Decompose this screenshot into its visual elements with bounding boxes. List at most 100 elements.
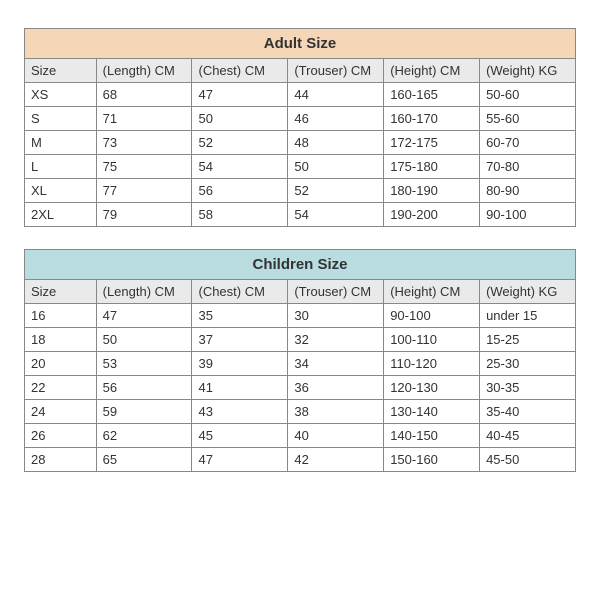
cell: 90-100 [384,304,480,328]
cell: 28 [25,448,97,472]
adult-header-row: Size (Length) CM (Chest) CM (Trouser) CM… [25,59,576,83]
cell: 46 [288,107,384,131]
cell: 36 [288,376,384,400]
table-row: 24 59 43 38 130-140 35-40 [25,400,576,424]
table-row: S 71 50 46 160-170 55-60 [25,107,576,131]
cell: 25-30 [480,352,576,376]
cell: 37 [192,328,288,352]
cell: 80-90 [480,179,576,203]
cell: 18 [25,328,97,352]
cell: S [25,107,97,131]
cell: 50 [288,155,384,179]
adult-col-trouser: (Trouser) CM [288,59,384,83]
cell: 26 [25,424,97,448]
table-row: 28 65 47 42 150-160 45-50 [25,448,576,472]
cell: 38 [288,400,384,424]
cell: 56 [192,179,288,203]
children-col-weight: (Weight) KG [480,280,576,304]
cell: 15-25 [480,328,576,352]
cell: 70-80 [480,155,576,179]
table-row: 22 56 41 36 120-130 30-35 [25,376,576,400]
adult-col-height: (Height) CM [384,59,480,83]
cell: 39 [192,352,288,376]
children-col-chest: (Chest) CM [192,280,288,304]
cell: 24 [25,400,97,424]
cell: M [25,131,97,155]
table-row: XS 68 47 44 160-165 50-60 [25,83,576,107]
table-row: 2XL 79 58 54 190-200 90-100 [25,203,576,227]
table-row: L 75 54 50 175-180 70-80 [25,155,576,179]
cell: 110-120 [384,352,480,376]
cell: 32 [288,328,384,352]
adult-table-title: Adult Size [25,29,576,59]
adult-col-size: Size [25,59,97,83]
cell: 75 [96,155,192,179]
table-row: 20 53 39 34 110-120 25-30 [25,352,576,376]
cell: 44 [288,83,384,107]
cell: 2XL [25,203,97,227]
cell: 60-70 [480,131,576,155]
cell: 30 [288,304,384,328]
cell: 42 [288,448,384,472]
cell: 73 [96,131,192,155]
cell: 45-50 [480,448,576,472]
cell: 40 [288,424,384,448]
cell: 54 [192,155,288,179]
cell: 34 [288,352,384,376]
cell: XS [25,83,97,107]
cell: 55-60 [480,107,576,131]
cell: 175-180 [384,155,480,179]
cell: 180-190 [384,179,480,203]
adult-col-chest: (Chest) CM [192,59,288,83]
cell: L [25,155,97,179]
cell: 35-40 [480,400,576,424]
cell: 47 [192,83,288,107]
table-row: 26 62 45 40 140-150 40-45 [25,424,576,448]
cell: 35 [192,304,288,328]
children-col-length: (Length) CM [96,280,192,304]
children-header-row: Size (Length) CM (Chest) CM (Trouser) CM… [25,280,576,304]
children-col-trouser: (Trouser) CM [288,280,384,304]
cell: 172-175 [384,131,480,155]
table-row: M 73 52 48 172-175 60-70 [25,131,576,155]
cell: under 15 [480,304,576,328]
cell: 62 [96,424,192,448]
cell: 56 [96,376,192,400]
cell: 100-110 [384,328,480,352]
cell: 65 [96,448,192,472]
cell: 30-35 [480,376,576,400]
cell: 79 [96,203,192,227]
children-table-title: Children Size [25,250,576,280]
cell: 16 [25,304,97,328]
cell: 53 [96,352,192,376]
cell: 41 [192,376,288,400]
cell: XL [25,179,97,203]
cell: 45 [192,424,288,448]
cell: 52 [288,179,384,203]
cell: 43 [192,400,288,424]
cell: 68 [96,83,192,107]
cell: 90-100 [480,203,576,227]
cell: 20 [25,352,97,376]
cell: 52 [192,131,288,155]
adult-col-length: (Length) CM [96,59,192,83]
children-size-table: Children Size Size (Length) CM (Chest) C… [24,249,576,472]
adult-col-weight: (Weight) KG [480,59,576,83]
cell: 47 [192,448,288,472]
cell: 58 [192,203,288,227]
cell: 50-60 [480,83,576,107]
adult-size-table: Adult Size Size (Length) CM (Chest) CM (… [24,28,576,227]
cell: 77 [96,179,192,203]
cell: 150-160 [384,448,480,472]
cell: 40-45 [480,424,576,448]
cell: 130-140 [384,400,480,424]
cell: 160-170 [384,107,480,131]
table-row: 16 47 35 30 90-100 under 15 [25,304,576,328]
cell: 50 [96,328,192,352]
cell: 140-150 [384,424,480,448]
table-row: 18 50 37 32 100-110 15-25 [25,328,576,352]
cell: 22 [25,376,97,400]
cell: 54 [288,203,384,227]
cell: 190-200 [384,203,480,227]
cell: 59 [96,400,192,424]
